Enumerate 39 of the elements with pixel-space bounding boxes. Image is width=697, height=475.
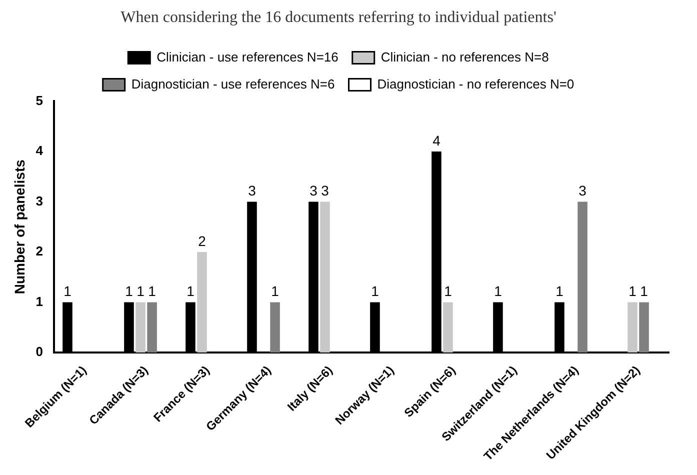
y-tick-label: 0 — [36, 344, 44, 360]
data-label: 3 — [248, 182, 256, 199]
data-label: 1 — [186, 283, 195, 300]
data-label: 3 — [310, 182, 318, 199]
data-label: 1 — [628, 283, 637, 300]
bar — [639, 302, 649, 353]
data-label: 1 — [271, 283, 280, 300]
y-axis-title: Number of panelists — [11, 159, 28, 294]
data-label: 1 — [125, 283, 134, 300]
bar — [136, 302, 146, 353]
data-label: 2 — [198, 232, 206, 249]
data-label: 1 — [556, 283, 564, 300]
bar — [147, 302, 157, 353]
data-label: 1 — [640, 283, 648, 300]
data-label: 1 — [444, 283, 452, 300]
y-tick-label: 3 — [36, 193, 44, 208]
data-label: 3 — [321, 182, 330, 199]
data-label: 1 — [136, 283, 145, 300]
data-label: 1 — [64, 283, 72, 300]
bar — [443, 302, 453, 353]
legend-label: Clinician - use references N=16 — [156, 49, 338, 64]
bar — [628, 302, 638, 353]
data-label: 3 — [578, 182, 587, 199]
y-tick-label: 4 — [36, 143, 44, 158]
legend-label: Clinician - no references N=8 — [380, 49, 549, 64]
data-label: 1 — [371, 283, 380, 300]
y-tick-label: 1 — [36, 294, 44, 309]
data-label: 1 — [148, 283, 156, 300]
bar — [578, 202, 588, 353]
y-tick-label: 2 — [36, 244, 44, 259]
chart-title: When considering the 16 documents referring to individual patients' — [120, 8, 556, 26]
legend-label: Diagnostician - use references N=6 — [131, 76, 335, 92]
legend-label: Diagnostician - no references N=0 — [377, 76, 574, 92]
y-tick-label: 5 — [36, 92, 44, 108]
data-label: 4 — [432, 132, 441, 148]
bar — [320, 202, 330, 353]
bar — [270, 302, 280, 353]
bar — [197, 252, 207, 353]
data-label: 1 — [494, 283, 502, 300]
